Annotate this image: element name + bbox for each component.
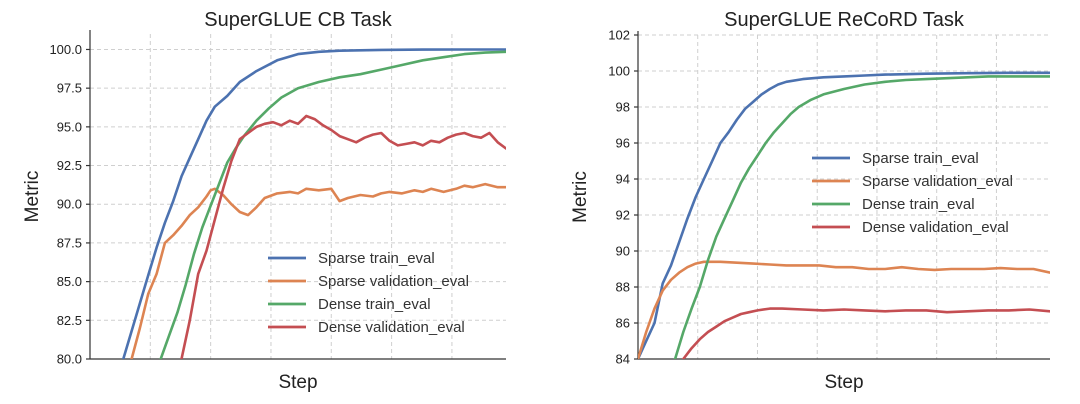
y-tick-label: 102 — [608, 28, 630, 43]
legend-label: Dense validation_eval — [862, 219, 1009, 236]
y-axis-label: Metric — [22, 171, 43, 223]
y-tick-label: 82.5 — [57, 313, 82, 328]
series-line-sparse-val — [130, 182, 506, 359]
y-tick-label: 86 — [616, 316, 630, 331]
y-tick-label: 85.0 — [57, 274, 82, 289]
legend-label: Dense train_eval — [862, 196, 975, 213]
x-axis-label: Step — [278, 372, 317, 393]
legend-label: Sparse validation_eval — [862, 173, 1013, 190]
series-line-dense-val — [682, 307, 1050, 359]
y-tick-label: 88 — [616, 280, 630, 295]
chart-title: SuperGLUE CB Task — [204, 9, 392, 31]
grid-lines — [90, 34, 506, 360]
y-tick-label: 87.5 — [57, 235, 82, 250]
series-line-dense-train — [159, 50, 506, 359]
series-line-sparse-val — [638, 260, 1050, 359]
chart-title: SuperGLUE ReCoRD Task — [724, 9, 965, 31]
legend-label: Dense train_eval — [318, 296, 431, 313]
y-tick-label: 80.0 — [57, 352, 82, 367]
y-axis-label: Metric — [570, 171, 591, 223]
legend: Sparse train_eval Sparse validation_eval D… — [268, 250, 469, 336]
y-tick-label: 84 — [616, 352, 630, 367]
y-tick-label: 90.0 — [57, 197, 82, 212]
y-tick-label: 90 — [616, 244, 630, 259]
x-axis-label: Step — [824, 372, 863, 393]
y-tick-label: 92 — [616, 208, 630, 223]
chart-cb: 80.0 82.5 85.0 87.5 90.0 92.5 95.0 97.5 100.0 Spa… — [22, 9, 506, 393]
legend: Sparse train_eval Sparse validation_eval D… — [812, 150, 1013, 236]
y-tick-label: 94 — [616, 172, 630, 187]
y-tick-label: 98 — [616, 100, 630, 115]
series-line-sparse-train — [638, 71, 1050, 359]
legend-label: Sparse train_eval — [318, 250, 435, 267]
legend-label: Dense validation_eval — [318, 319, 465, 336]
y-tick-label: 96 — [616, 136, 630, 151]
y-tick-label: 97.5 — [57, 81, 82, 96]
series-line-sparse-train — [122, 48, 506, 359]
series-line-dense-val — [180, 114, 506, 359]
y-tick-label: 92.5 — [57, 158, 82, 173]
y-tick-label: 100.0 — [49, 42, 82, 57]
y-tick-label: 100 — [608, 64, 630, 79]
y-tick-label: 95.0 — [57, 119, 82, 134]
series-group — [122, 48, 506, 359]
series-line-dense-train — [673, 75, 1050, 359]
legend-label: Sparse validation_eval — [318, 273, 469, 290]
series-group — [638, 71, 1050, 359]
legend-label: Sparse train_eval — [862, 150, 979, 167]
